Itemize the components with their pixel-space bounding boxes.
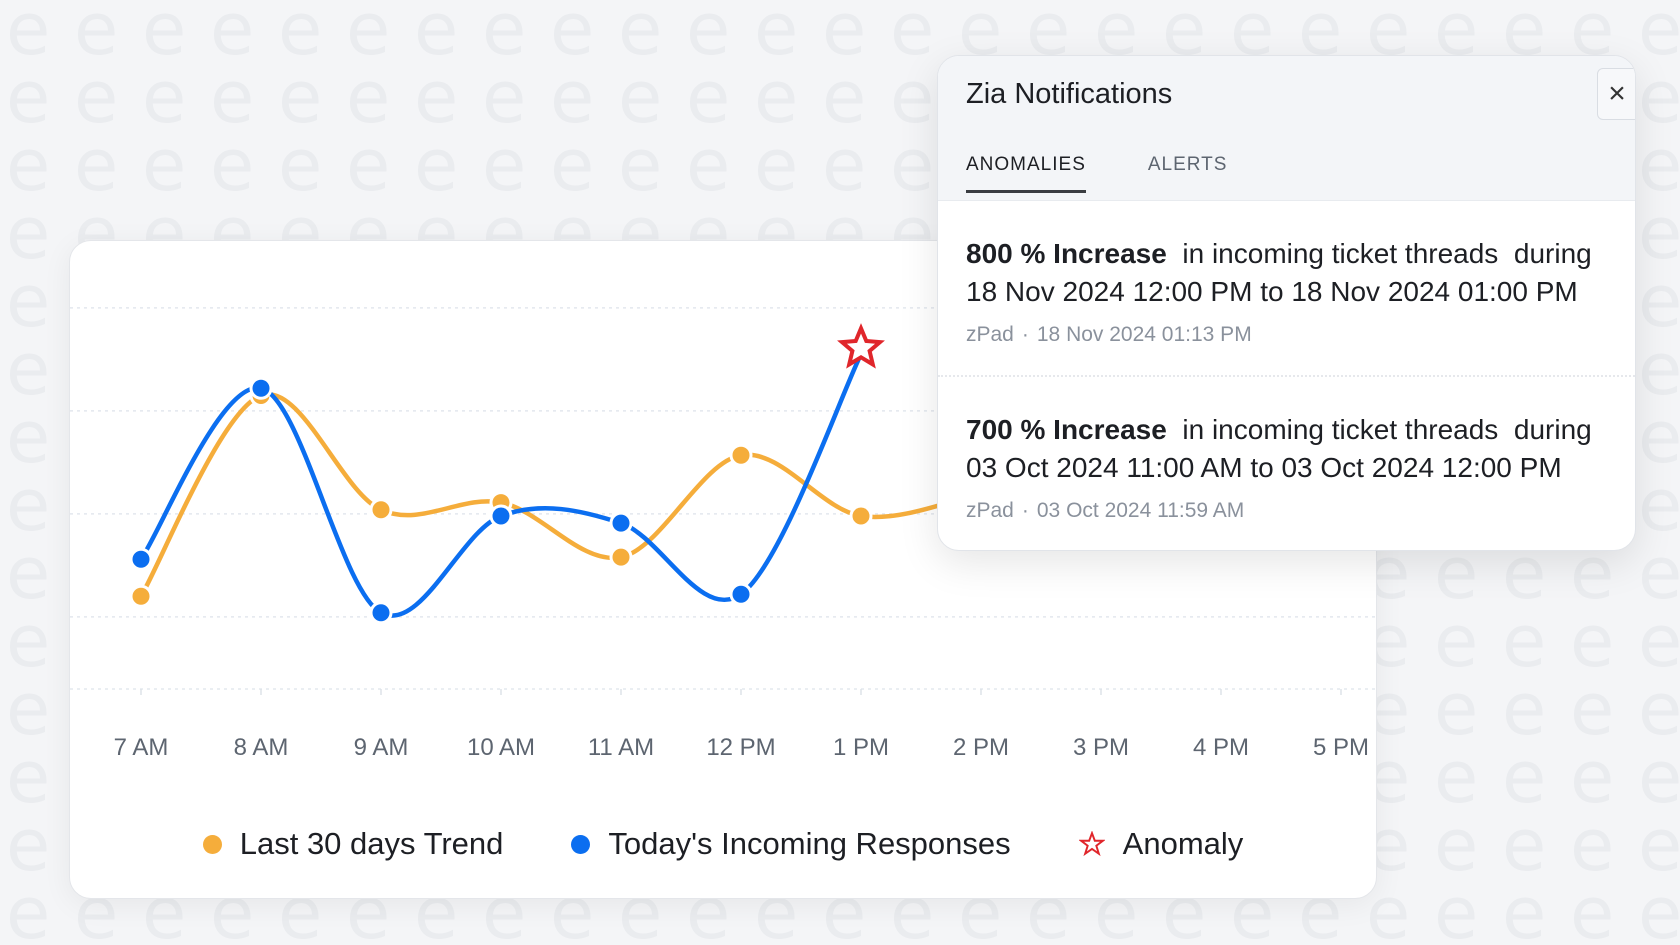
x-tick-label: 9 AM	[354, 734, 409, 761]
legend: Last 30 days Trend Today's Incoming Resp…	[70, 826, 1376, 862]
data-point	[489, 504, 513, 528]
series-line-1	[138, 352, 864, 618]
data-point	[729, 443, 753, 467]
x-tick-label: 11 AM	[588, 734, 654, 761]
time-range: 18 Nov 2024 12:00 PM to 18 Nov 2024 01:0…	[966, 276, 1578, 307]
timestamp: 03 Oct 2024 11:59 AM	[1036, 499, 1245, 522]
close-button[interactable]: ×	[1597, 68, 1635, 120]
tab-anomalies[interactable]: ANOMALIES	[966, 154, 1086, 193]
x-tick-label: 7 AM	[114, 734, 169, 761]
x-tick-label: 1 PM	[833, 734, 889, 761]
x-tick-label: 8 AM	[234, 734, 289, 761]
timestamp: 18 Nov 2024 01:13 PM	[1036, 323, 1252, 346]
description: in incoming ticket threads	[1182, 238, 1499, 269]
zia-notifications-panel: Zia Notifications × ANOMALIES ALERTS 800…	[937, 55, 1636, 551]
data-point	[729, 582, 753, 606]
x-tick-label: 3 PM	[1073, 734, 1129, 761]
data-point	[369, 498, 393, 522]
tab-alerts[interactable]: ALERTS	[1147, 154, 1228, 175]
description: in incoming ticket threads	[1182, 414, 1499, 445]
data-point	[849, 504, 873, 528]
data-point	[369, 601, 393, 625]
line-chart: 7 AM 8 AM 9 AM 10 AM 11 AM 12 PM 1 PM 2 PM 3 PM 4…	[70, 307, 1376, 761]
legend-item-trend[interactable]: Last 30 days Trend	[202, 826, 504, 862]
source: zPad	[966, 323, 1014, 346]
description-tail: during	[1513, 238, 1592, 269]
star-icon	[1078, 831, 1105, 857]
notification-item[interactable]: 700 % Increase in incoming ticket thread…	[938, 377, 1635, 550]
tab-bar: ANOMALIES ALERTS	[966, 154, 1227, 193]
legend-label: Last 30 days Trend	[239, 826, 504, 861]
time-range: 03 Oct 2024 11:00 AM to 03 Oct 2024 12:0…	[966, 452, 1562, 483]
legend-item-today[interactable]: Today's Incoming Responses	[571, 826, 1011, 862]
legend-label: Anomaly	[1122, 826, 1244, 861]
panel-title: Zia Notifications	[966, 78, 1173, 110]
notification-item[interactable]: 800 % Increase in incoming ticket thread…	[938, 201, 1635, 377]
separator: ·	[1021, 499, 1029, 522]
data-point	[609, 545, 633, 569]
x-tick-label: 4 PM	[1193, 734, 1249, 761]
data-point	[249, 376, 273, 400]
separator: ·	[1021, 323, 1029, 346]
source: zPad	[966, 499, 1014, 522]
close-icon: ×	[1608, 77, 1626, 110]
description-tail: during	[1513, 414, 1592, 445]
x-tick-label: 5 PM	[1313, 734, 1369, 761]
series-line-0	[138, 391, 984, 599]
data-point	[609, 511, 633, 535]
today-dot-icon	[571, 834, 591, 854]
data-point	[129, 584, 153, 608]
data-point	[129, 547, 153, 571]
anomaly-star-marker	[837, 323, 885, 369]
x-tick-label: 12 PM	[706, 734, 775, 761]
legend-label: Today's Incoming Responses	[608, 826, 1011, 861]
x-tick-label: 10 AM	[467, 734, 535, 761]
panel-header: Zia Notifications × ANOMALIES ALERTS	[938, 56, 1635, 201]
increase-pct: 700 % Increase	[966, 414, 1167, 445]
increase-pct: 800 % Increase	[966, 238, 1167, 269]
legend-item-anomaly[interactable]: Anomaly	[1078, 826, 1244, 862]
trend-dot-icon	[202, 834, 222, 854]
x-tick-label: 2 PM	[953, 734, 1009, 761]
